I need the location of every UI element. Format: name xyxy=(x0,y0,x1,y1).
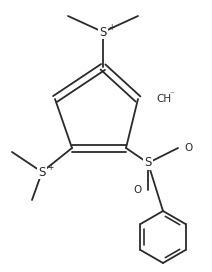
Text: S: S xyxy=(99,26,107,39)
Text: +: + xyxy=(108,23,114,32)
Text: S: S xyxy=(144,156,152,169)
Text: S: S xyxy=(38,165,46,178)
Text: O: O xyxy=(134,185,142,195)
Text: +: + xyxy=(47,162,53,172)
Text: ⁻: ⁻ xyxy=(169,91,174,100)
Text: CH: CH xyxy=(156,94,171,104)
Text: O: O xyxy=(184,143,192,153)
